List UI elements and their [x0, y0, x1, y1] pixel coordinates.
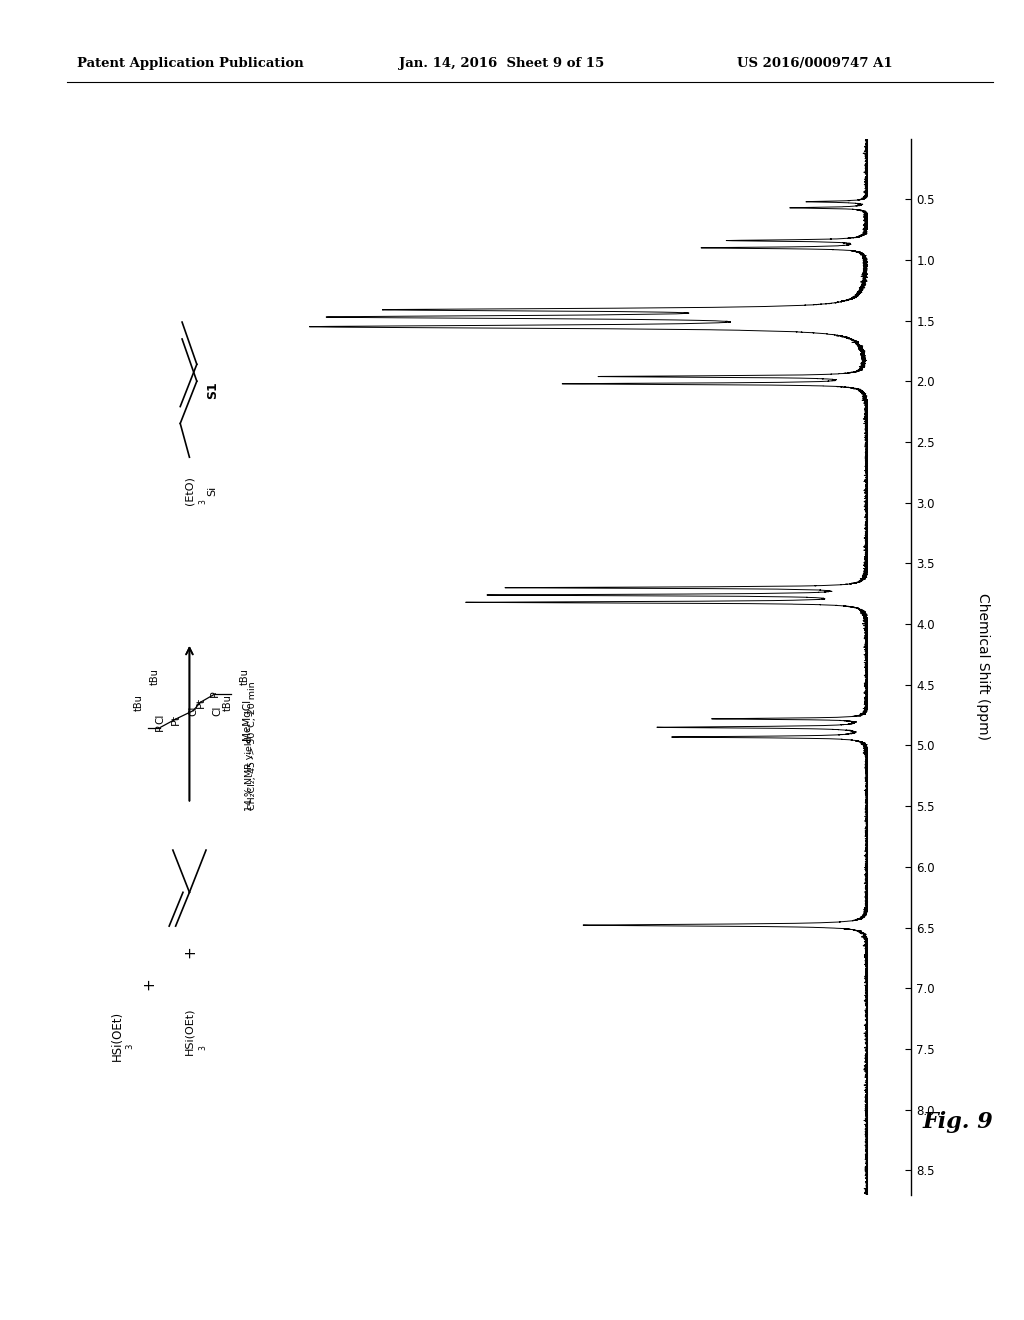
Text: tBu: tBu	[240, 668, 250, 685]
Text: +: +	[182, 945, 197, 958]
Y-axis label: Chemical Shift (ppm): Chemical Shift (ppm)	[977, 593, 990, 741]
Text: Cl: Cl	[212, 705, 222, 715]
Text: Patent Application Publication: Patent Application Publication	[77, 57, 303, 70]
Text: Pt: Pt	[171, 714, 180, 725]
Text: MeMgCl: MeMgCl	[242, 698, 252, 739]
Text: P: P	[210, 690, 220, 697]
Text: Jan. 14, 2016  Sheet 9 of 15: Jan. 14, 2016 Sheet 9 of 15	[399, 57, 604, 70]
Text: tBu: tBu	[150, 668, 160, 685]
Text: +: +	[141, 977, 156, 990]
Text: US 2016/0009747 A1: US 2016/0009747 A1	[737, 57, 893, 70]
Text: (EtO): (EtO)	[184, 477, 195, 506]
Text: HSi(OEt): HSi(OEt)	[184, 1008, 195, 1056]
Text: 3: 3	[199, 499, 207, 504]
Text: Cl: Cl	[188, 705, 198, 715]
Text: Pt: Pt	[196, 697, 206, 708]
Text: S1: S1	[206, 380, 219, 399]
Text: tBu: tBu	[134, 694, 143, 710]
Text: P: P	[155, 725, 165, 731]
Text: 14 % NMR yield: 14 % NMR yield	[245, 737, 254, 812]
Text: Fig. 9: Fig. 9	[922, 1111, 993, 1133]
Text: 3: 3	[199, 1045, 207, 1049]
Text: tBu: tBu	[223, 694, 233, 710]
Text: HSi(OEt): HSi(OEt)	[112, 1011, 124, 1061]
Text: CH₂Cl₂,-45 -> 50°C, 20 min: CH₂Cl₂,-45 -> 50°C, 20 min	[248, 682, 257, 810]
Text: Cl: Cl	[155, 714, 165, 725]
Text: 3: 3	[126, 1044, 134, 1049]
Text: Si: Si	[207, 486, 217, 496]
